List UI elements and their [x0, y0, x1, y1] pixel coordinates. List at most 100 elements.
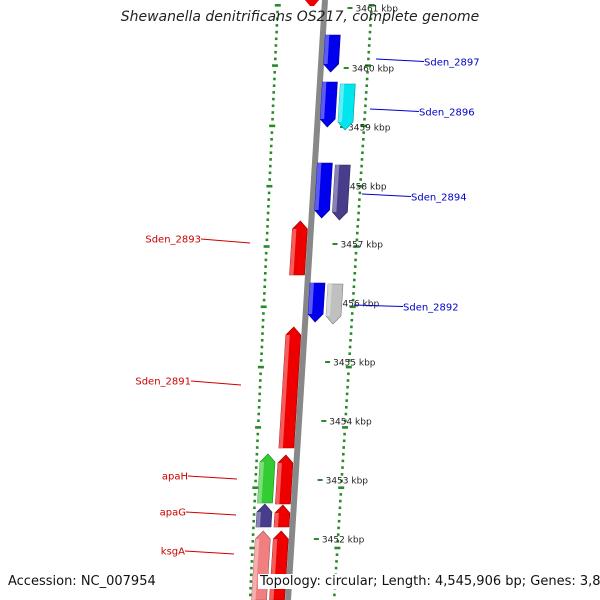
gene-feature[interactable] — [251, 530, 271, 600]
gene-feature[interactable] — [332, 164, 351, 221]
track-dot — [358, 191, 362, 195]
gene-feature[interactable] — [257, 453, 276, 504]
gene-arrow-highlight — [274, 513, 279, 527]
track-dot — [254, 473, 258, 476]
scale-tick-mark — [317, 479, 323, 481]
track-dot — [349, 332, 353, 335]
track-dot — [251, 533, 255, 536]
scale-tick-mark — [347, 7, 353, 9]
track-dot — [259, 372, 262, 376]
scale-tick-mark — [313, 538, 319, 540]
gene-label[interactable]: apaG — [160, 508, 186, 519]
track-dot — [254, 466, 258, 469]
scale-ticks: 3461 kbp 3460 kbp 3459 kbp 3458 kbp 3457 kbp… — [313, 5, 399, 546]
track-dot — [267, 205, 270, 208]
track-dot — [353, 265, 357, 268]
gene-feature[interactable] — [337, 83, 356, 131]
track-dot — [257, 365, 264, 369]
track-dot — [340, 473, 344, 476]
track-dot — [338, 513, 341, 516]
gene-feature[interactable] — [275, 454, 294, 505]
track-dot — [262, 312, 265, 315]
gene-label-leader — [185, 511, 237, 516]
track-dot — [367, 57, 370, 61]
gene-arrow-highlight — [332, 165, 340, 212]
gene-feature[interactable] — [273, 504, 291, 528]
track-dot — [348, 345, 352, 349]
gene-feature[interactable] — [289, 220, 308, 276]
gene-arrow-highlight — [251, 539, 260, 600]
scale-tick-label: 3452 kbp — [322, 536, 365, 546]
track-dot — [269, 158, 272, 161]
track-dot — [349, 305, 356, 309]
track-dot — [271, 111, 275, 114]
track-dot — [348, 352, 351, 355]
track-dot — [274, 57, 277, 61]
gene-feature[interactable] — [314, 162, 333, 219]
track-dot — [369, 17, 373, 20]
gene-arrow-highlight — [323, 35, 330, 64]
scale-tick-mark — [332, 243, 338, 245]
accession-label: Accession: NC_007954 — [6, 574, 158, 589]
gene-labels: Sden_2897 Sden_2896 Sden_2894 Sden_2893 Sden… — [135, 58, 479, 558]
gene-feature[interactable] — [307, 282, 326, 323]
track-dot — [260, 305, 267, 309]
gene-arrow-highlight — [326, 284, 332, 316]
track-dot — [364, 91, 368, 94]
track-dot — [255, 452, 259, 456]
gene-feature[interactable] — [255, 503, 273, 528]
track-dot — [250, 553, 254, 556]
track-dot — [356, 231, 359, 235]
gene-label-leader — [375, 58, 425, 62]
track-dot — [361, 151, 364, 154]
track-dot — [364, 104, 367, 108]
track-dot — [357, 211, 360, 215]
track-dot — [272, 64, 278, 67]
scale-tick-label: 3461 kbp — [356, 5, 399, 15]
gene-label[interactable]: ksgA — [161, 547, 185, 558]
track-dot — [252, 486, 259, 489]
gene-label[interactable]: Sden_2892 — [403, 303, 459, 314]
track-dot — [272, 84, 276, 87]
track-dot — [262, 298, 266, 302]
gene-arrow-partial — [305, 0, 319, 6]
gene-label[interactable]: Sden_2894 — [411, 193, 467, 204]
track-dot — [341, 466, 344, 469]
track-dot — [275, 30, 278, 34]
track-dot — [365, 84, 368, 87]
track-dot — [250, 560, 254, 563]
track-dot — [335, 553, 339, 556]
map-title: Shewanella denitrificans OS217, complete… — [120, 9, 480, 25]
track-dot — [266, 211, 270, 215]
gene-label[interactable]: Sden_2891 — [135, 377, 191, 388]
gene-label[interactable]: apaH — [162, 472, 188, 483]
track-dot — [358, 198, 361, 201]
track-dot — [334, 566, 338, 570]
track-dot — [261, 318, 265, 322]
gene-label[interactable]: Sden_2896 — [419, 108, 475, 119]
track-dot — [349, 339, 352, 342]
gene-label-leader — [361, 193, 412, 197]
track-dot — [336, 533, 340, 536]
gene-feature[interactable] — [269, 530, 289, 600]
track-dot — [266, 225, 269, 228]
track-dot — [261, 325, 265, 329]
track-dot — [264, 265, 267, 268]
gene-feature[interactable] — [319, 81, 338, 128]
track-dot — [264, 258, 268, 262]
gene-arrow-highlight — [256, 512, 261, 527]
gene-feature[interactable] — [325, 283, 344, 325]
gene-label[interactable]: Sden_2897 — [424, 58, 480, 69]
track-dot — [337, 526, 340, 530]
track-dot — [258, 392, 261, 396]
gene-feature[interactable] — [278, 326, 302, 449]
track-dot — [362, 138, 365, 141]
scale-tick-label: 3454 kbp — [329, 418, 372, 428]
track-dot — [266, 218, 270, 221]
track-dot — [345, 406, 348, 409]
gene-label-leader — [369, 108, 420, 112]
gene-label-leader — [190, 380, 242, 386]
gene-feature[interactable] — [323, 34, 341, 73]
gene-label[interactable]: Sden_2893 — [145, 235, 201, 246]
